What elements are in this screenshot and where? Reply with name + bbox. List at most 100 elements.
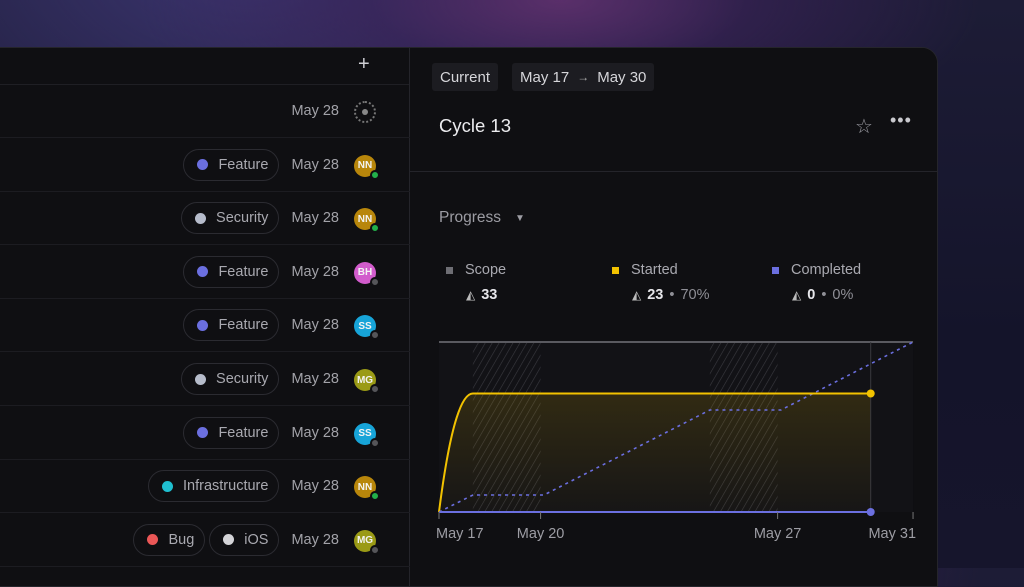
label-color-dot: [197, 266, 209, 278]
avatar[interactable]: NN: [354, 208, 380, 234]
cycle-dates-chip[interactable]: May 17 → May 30: [512, 63, 655, 91]
due-date: May 28: [291, 210, 339, 227]
arrow-icon: →: [577, 70, 590, 84]
label-color-dot: [223, 534, 235, 546]
cycle-status: Current: [440, 68, 491, 86]
stat-started: Started ◭ 23 • 70%: [612, 262, 709, 303]
legend-swatch: [772, 266, 779, 274]
estimate-icon: ◭: [466, 288, 476, 302]
divider: [410, 171, 937, 172]
label-chip[interactable]: Security: [181, 202, 280, 235]
completed-point: [866, 508, 875, 516]
due-date: May 28: [291, 156, 339, 173]
started-line: [438, 392, 871, 513]
issue-row[interactable]: May 28: [0, 85, 410, 138]
cycle-start: May 17: [520, 68, 570, 86]
add-issue-button[interactable]: +: [358, 53, 370, 75]
label-name: Feature: [218, 263, 269, 280]
label-chip[interactable]: iOS: [209, 523, 280, 556]
presence-dot: [370, 223, 380, 234]
avatar-initials: NN: [357, 481, 373, 493]
label-color-dot: [197, 427, 209, 439]
label-color-dot: [162, 480, 174, 492]
estimate-icon: ◭: [632, 288, 642, 302]
caret-down-icon: ▼: [515, 212, 525, 224]
stat-scope: Scope ◭ 33: [446, 262, 506, 303]
avatar[interactable]: NN: [354, 476, 380, 502]
issue-row[interactable]: Feature May 28 BH: [0, 246, 410, 299]
presence-dot: [370, 437, 380, 448]
label-chip[interactable]: Infrastructure: [148, 470, 280, 503]
stat-value: 33: [481, 287, 498, 303]
presence-dot: [370, 491, 380, 502]
cycle-status-chip[interactable]: Current: [432, 63, 499, 91]
label-chip[interactable]: Bug: [133, 523, 206, 556]
label-chip[interactable]: Feature: [183, 148, 280, 181]
presence-dot: [370, 276, 380, 287]
label-color-dot: [197, 159, 209, 171]
stat-percent: 70%: [680, 287, 710, 303]
avatar[interactable]: SS: [354, 422, 380, 448]
avatar-initials: MG: [356, 374, 374, 386]
avatar[interactable]: SS: [354, 315, 380, 341]
label-name: Security: [216, 371, 269, 387]
more-icon[interactable]: •••: [890, 110, 912, 130]
due-date: May 28: [291, 263, 339, 280]
avatar[interactable]: NN: [354, 154, 380, 180]
label-chip[interactable]: Feature: [183, 255, 280, 288]
label-chip[interactable]: Feature: [183, 309, 280, 342]
view-label: Progress: [439, 209, 502, 226]
issue-row[interactable]: Feature May 28 NN: [0, 139, 410, 192]
avatar[interactable]: MG: [354, 529, 380, 555]
issue-row[interactable]: Bug iOS May 28 MG: [0, 514, 410, 567]
avatar-initials: BH: [357, 267, 373, 279]
label-name: Feature: [218, 317, 269, 334]
label-name: Feature: [218, 156, 269, 173]
separator-dot: •: [669, 287, 675, 303]
label-color-dot: [195, 373, 207, 385]
due-date: May 28: [291, 424, 339, 441]
issue-row[interactable]: Security May 28 MG: [0, 353, 410, 406]
stat-name: Started: [631, 262, 678, 278]
label-name: Infrastructure: [183, 478, 269, 495]
label-color-dot: [195, 212, 207, 224]
avatar[interactable]: MG: [354, 369, 380, 394]
due-date: May 28: [291, 317, 339, 334]
view-dropdown[interactable]: Progress ▼: [439, 209, 525, 227]
x-tick-label: May 20: [517, 526, 565, 542]
x-tick-label: May 31: [868, 526, 916, 542]
legend-swatch: [612, 266, 619, 274]
unassigned-icon[interactable]: [354, 101, 376, 123]
stat-value: 0: [807, 287, 816, 303]
due-date: May 28: [291, 478, 339, 495]
due-date: May 28: [291, 531, 339, 548]
separator-dot: •: [821, 287, 827, 303]
label-name: Security: [216, 210, 269, 227]
stat-name: Completed: [791, 262, 862, 278]
x-tick-label: May 17: [436, 526, 484, 542]
issue-row[interactable]: Feature May 28 SS: [0, 299, 410, 353]
avatar-initials: SS: [358, 428, 372, 440]
x-tick-label: May 27: [754, 526, 802, 542]
label-color-dot: [147, 534, 159, 546]
label-name: Feature: [218, 424, 269, 441]
avatar-initials: SS: [358, 320, 372, 332]
stat-name: Scope: [465, 262, 507, 278]
due-date: May 28: [291, 371, 339, 387]
started-point: [866, 389, 875, 398]
label-chip[interactable]: Security: [181, 363, 280, 395]
cycle-end: May 30: [597, 68, 647, 86]
presence-dot: [370, 330, 380, 341]
avatar-initials: NN: [357, 213, 373, 225]
stat-value: 23: [647, 287, 664, 303]
issue-row[interactable]: Security May 28 NN: [0, 192, 410, 246]
avatar-initials: MG: [356, 535, 374, 547]
issue-row[interactable]: Infrastructure May 28 NN: [0, 460, 410, 514]
issue-row[interactable]: Feature May 28 SS: [0, 407, 410, 460]
avatar[interactable]: BH: [354, 261, 380, 287]
label-color-dot: [197, 319, 209, 331]
presence-dot: [370, 544, 380, 555]
star-icon[interactable]: ☆: [855, 116, 873, 138]
label-name: iOS: [244, 531, 269, 548]
label-chip[interactable]: Feature: [183, 416, 280, 449]
